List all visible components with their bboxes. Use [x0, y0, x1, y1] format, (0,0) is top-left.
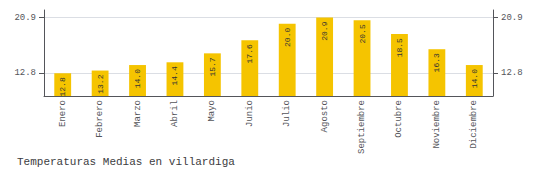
svg-text:12.8: 12.8	[14, 68, 36, 78]
svg-text:Marzo: Marzo	[133, 100, 143, 127]
svg-text:Julio: Julio	[282, 100, 292, 127]
svg-text:Mayo: Mayo	[207, 100, 217, 122]
svg-text:20.5: 20.5	[358, 24, 367, 43]
svg-text:Agosto: Agosto	[320, 100, 330, 132]
svg-text:12.8: 12.8	[501, 68, 523, 78]
svg-text:20.9: 20.9	[14, 13, 36, 23]
svg-text:Abril: Abril	[170, 100, 180, 127]
svg-text:Enero: Enero	[58, 100, 68, 127]
svg-text:14.0: 14.0	[133, 69, 142, 88]
svg-text:15.7: 15.7	[208, 57, 217, 76]
svg-text:14.4: 14.4	[170, 66, 179, 85]
svg-text:18.5: 18.5	[395, 38, 404, 57]
svg-text:17.6: 17.6	[245, 44, 254, 63]
svg-text:20.9: 20.9	[501, 13, 523, 23]
svg-text:Octubre: Octubre	[394, 100, 404, 138]
svg-text:Temperaturas Medias en villard: Temperaturas Medias en villardiga	[17, 156, 235, 168]
svg-text:20.9: 20.9	[320, 21, 329, 40]
svg-text:12.8: 12.8	[58, 77, 67, 96]
svg-text:13.2: 13.2	[96, 74, 105, 93]
svg-text:Junio: Junio	[245, 100, 255, 127]
svg-text:20.0: 20.0	[283, 28, 292, 47]
svg-text:Noviembre: Noviembre	[432, 100, 442, 149]
svg-text:Febrero: Febrero	[95, 100, 105, 138]
svg-text:16.3: 16.3	[432, 53, 441, 72]
svg-text:Diciembre: Diciembre	[469, 100, 479, 149]
svg-text:Septiembre: Septiembre	[357, 100, 367, 154]
svg-text:14.0: 14.0	[470, 69, 479, 88]
